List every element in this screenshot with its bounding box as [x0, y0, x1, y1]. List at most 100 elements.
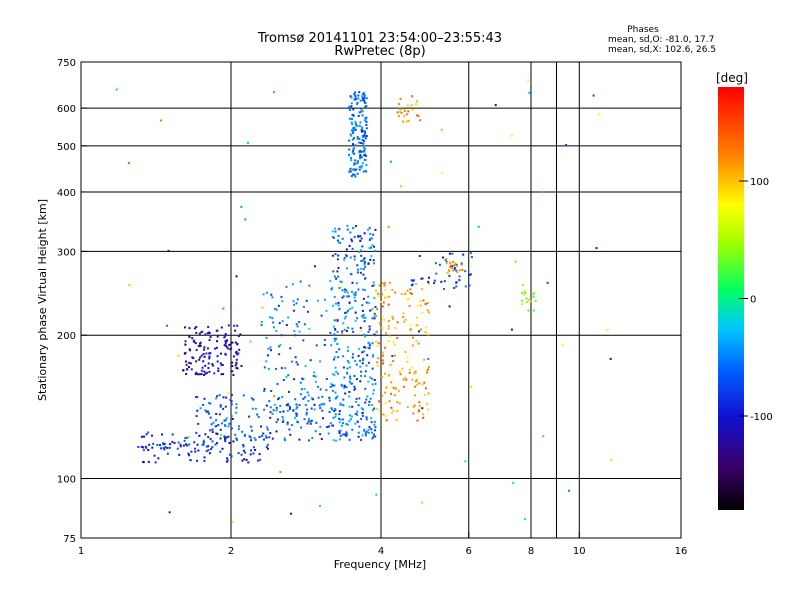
data-point — [166, 452, 169, 455]
data-point — [280, 334, 283, 337]
data-point — [222, 307, 225, 310]
data-point — [365, 105, 368, 108]
data-point — [349, 106, 352, 109]
data-point — [402, 121, 405, 124]
data-point — [373, 379, 376, 381]
data-point — [263, 390, 266, 392]
y-tick-label: 400 — [57, 188, 76, 199]
data-point — [377, 293, 380, 295]
data-point — [376, 361, 379, 364]
data-point — [308, 284, 311, 287]
data-point — [201, 330, 204, 333]
data-point — [359, 99, 362, 102]
data-point — [319, 407, 322, 410]
data-point — [259, 458, 262, 461]
data-point — [351, 356, 354, 359]
data-point — [353, 235, 356, 238]
data-point — [416, 324, 419, 327]
data-point — [385, 419, 388, 422]
data-point — [318, 404, 321, 407]
data-point — [367, 428, 370, 431]
data-point — [356, 413, 358, 416]
data-point — [331, 254, 334, 257]
data-point — [354, 311, 357, 314]
data-point — [208, 331, 211, 334]
data-point — [416, 114, 418, 117]
data-point — [388, 400, 391, 403]
data-point — [524, 291, 527, 294]
data-point — [360, 166, 363, 169]
data-point — [254, 438, 257, 441]
data-point — [421, 383, 424, 386]
data-point — [405, 113, 408, 116]
data-point — [220, 433, 223, 436]
colorbar-tick-label: 0 — [750, 295, 756, 306]
data-point — [343, 376, 346, 379]
data-point — [364, 132, 367, 135]
data-point — [453, 263, 456, 266]
data-point — [184, 360, 187, 363]
data-point — [195, 325, 198, 328]
data-point — [335, 351, 338, 353]
data-point — [568, 489, 571, 492]
data-point — [388, 319, 390, 322]
data-point — [214, 425, 217, 428]
data-point — [356, 162, 359, 165]
data-point — [387, 340, 390, 342]
data-point — [338, 307, 341, 310]
data-point — [407, 119, 410, 122]
data-point — [469, 252, 472, 255]
data-point — [237, 452, 240, 455]
data-point — [217, 367, 220, 370]
data-point — [340, 286, 343, 289]
data-point — [514, 260, 517, 263]
data-point — [263, 438, 265, 441]
data-point — [343, 256, 346, 259]
data-point — [293, 378, 296, 381]
data-point — [211, 440, 214, 443]
colorbar: [deg] 100 0 -100 — [716, 71, 773, 510]
data-point — [321, 395, 324, 398]
data-point — [341, 237, 344, 240]
data-point — [418, 409, 420, 412]
data-point — [468, 284, 471, 287]
data-point — [298, 438, 301, 441]
data-point — [427, 333, 430, 336]
data-point — [331, 373, 334, 376]
data-point — [372, 433, 375, 436]
data-point — [359, 365, 362, 368]
data-point — [358, 397, 361, 400]
data-point — [300, 388, 303, 391]
data-point — [361, 92, 364, 95]
data-point — [307, 420, 310, 423]
y-tick-label: 200 — [57, 331, 76, 342]
data-point — [494, 104, 497, 107]
data-point — [202, 360, 205, 363]
data-point — [245, 458, 248, 461]
data-point — [156, 444, 159, 446]
data-point — [266, 428, 269, 431]
data-point — [381, 305, 384, 308]
data-point — [307, 394, 310, 397]
data-point — [372, 233, 375, 236]
data-point — [413, 279, 415, 282]
data-point — [355, 401, 358, 403]
data-point — [334, 415, 337, 418]
data-point — [265, 404, 268, 407]
data-point — [142, 446, 145, 449]
data-point — [351, 138, 354, 141]
data-point — [272, 91, 275, 94]
data-point — [349, 133, 352, 136]
data-point — [273, 395, 276, 398]
data-point — [337, 304, 340, 307]
data-point — [449, 261, 452, 264]
data-point — [147, 449, 150, 451]
data-point — [399, 111, 402, 113]
data-point — [373, 262, 375, 265]
data-point — [374, 435, 377, 438]
data-point — [341, 332, 343, 335]
data-point — [306, 310, 309, 313]
data-point — [392, 317, 394, 320]
data-point — [419, 328, 422, 331]
data-point — [354, 169, 357, 172]
